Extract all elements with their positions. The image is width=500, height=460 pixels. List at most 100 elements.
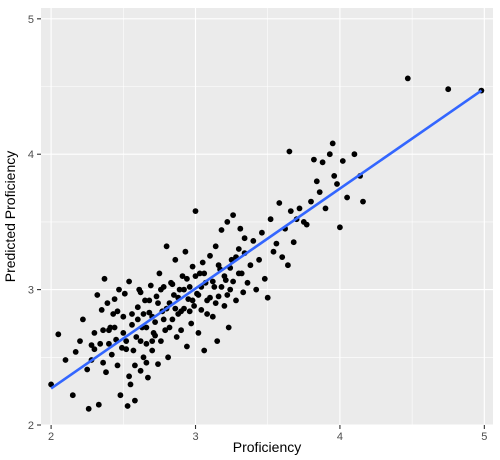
data-point: [155, 300, 161, 306]
data-point: [224, 292, 231, 298]
data-point: [133, 334, 140, 340]
data-point: [308, 198, 314, 205]
data-point: [311, 156, 317, 163]
data-point: [316, 189, 323, 196]
data-point: [337, 224, 343, 231]
data-point: [445, 86, 452, 93]
data-point: [108, 351, 115, 358]
data-point: [173, 334, 180, 340]
data-point: [286, 148, 293, 155]
data-point: [351, 151, 358, 158]
data-point: [250, 238, 257, 244]
data-point: [211, 284, 218, 290]
data-point: [142, 297, 148, 304]
data-point: [285, 262, 291, 269]
data-point: [201, 270, 208, 277]
data-point: [127, 381, 134, 388]
data-point: [120, 313, 127, 320]
data-point: [176, 286, 183, 293]
x-tick-label: 5: [481, 431, 487, 443]
data-point: [199, 259, 206, 266]
data-point: [48, 381, 54, 388]
data-point: [132, 362, 138, 369]
data-point: [137, 289, 144, 296]
data-point: [218, 284, 225, 290]
data-point: [143, 340, 150, 347]
data-point: [178, 327, 185, 334]
fit-line: [50, 89, 483, 390]
data-point: [140, 311, 147, 317]
data-point: [153, 293, 160, 300]
data-point: [212, 243, 219, 250]
data-point: [303, 221, 310, 228]
fit-line-group: [50, 89, 483, 390]
data-point: [215, 262, 222, 269]
data-point: [259, 229, 265, 236]
data-point: [145, 374, 151, 381]
data-point: [149, 338, 156, 344]
data-point: [196, 270, 203, 277]
data-point: [129, 311, 135, 317]
data-point: [238, 270, 245, 277]
data-points: [48, 75, 485, 412]
data-point: [261, 275, 268, 282]
data-point: [171, 292, 177, 298]
data-point: [91, 330, 98, 336]
data-point: [158, 338, 164, 344]
data-point: [88, 342, 95, 348]
data-point: [209, 313, 216, 320]
data-point: [182, 248, 189, 255]
y-tick-label: 5: [28, 14, 34, 26]
data-point: [253, 286, 260, 293]
data-point: [201, 347, 208, 354]
x-axis-title: Proficiency: [233, 439, 301, 455]
plot-panel: [41, 8, 493, 425]
data-point: [143, 324, 150, 331]
data-point: [172, 305, 179, 312]
x-axis: 2 3 4 5: [48, 425, 487, 443]
data-point: [224, 219, 231, 225]
data-point: [212, 300, 219, 306]
data-point: [360, 198, 366, 205]
data-point: [218, 227, 225, 233]
data-point: [287, 208, 294, 215]
data-point: [158, 286, 164, 293]
data-point: [189, 297, 196, 304]
data-point: [188, 320, 195, 327]
y-tick-label: 3: [28, 285, 34, 297]
data-point: [147, 282, 154, 289]
data-point: [319, 159, 326, 166]
data-point: [191, 303, 198, 309]
data-point: [240, 289, 247, 296]
data-point: [103, 369, 109, 376]
y-axis-title: Predicted Proficiency: [2, 151, 18, 283]
data-point: [123, 346, 130, 353]
data-point: [107, 324, 114, 331]
data-point: [230, 278, 237, 285]
data-point: [155, 361, 161, 367]
data-point: [137, 367, 144, 374]
data-point: [192, 273, 199, 279]
data-point: [91, 346, 98, 353]
data-point: [124, 403, 131, 409]
data-point: [146, 309, 153, 316]
data-point: [204, 311, 211, 317]
data-point: [179, 273, 186, 279]
data-point: [110, 311, 117, 317]
data-point: [184, 343, 190, 350]
data-point: [186, 284, 193, 290]
data-point: [156, 270, 163, 277]
data-point: [230, 212, 237, 219]
x-tick-label: 4: [337, 431, 343, 443]
data-point: [207, 294, 213, 301]
data-point: [134, 316, 141, 323]
data-point: [101, 275, 108, 282]
data-point: [329, 140, 336, 147]
data-point: [184, 275, 190, 282]
data-point: [207, 252, 213, 259]
data-point: [233, 297, 239, 304]
data-point: [172, 256, 179, 263]
data-point: [165, 354, 172, 361]
data-point: [244, 279, 251, 286]
